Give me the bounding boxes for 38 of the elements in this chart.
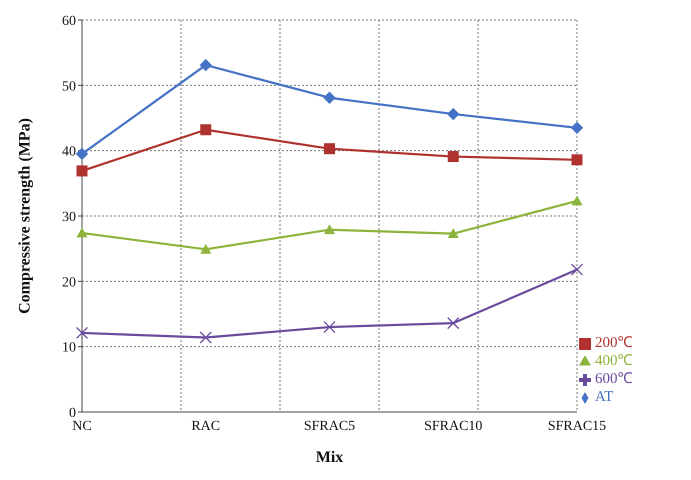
point (76, 326, 88, 340)
y-axis-title: Compressive strength (MPa) (16, 118, 34, 314)
legend-label: 200℃ (595, 335, 632, 351)
point (324, 92, 336, 104)
point (200, 244, 212, 254)
legend-label: 400℃ (595, 353, 632, 369)
y-tick-label: 30 (62, 210, 76, 225)
point (447, 316, 460, 330)
point (76, 227, 88, 238)
y-tick-label: 20 (62, 275, 76, 290)
point (324, 224, 335, 234)
point (572, 154, 582, 166)
point (448, 151, 459, 162)
y-tick-label: 50 (62, 79, 76, 94)
x-tick-label: NC (72, 418, 92, 434)
point (570, 263, 584, 276)
point (572, 195, 582, 206)
point (448, 228, 459, 238)
y-tick-label: 60 (62, 14, 76, 29)
x-tick-label: RAC (191, 418, 220, 434)
point (324, 143, 335, 154)
point (571, 122, 583, 134)
y-tick-label: 10 (62, 340, 76, 356)
point (76, 148, 88, 160)
legend-label: 600℃ (595, 371, 632, 387)
point (76, 165, 88, 176)
point (200, 59, 212, 72)
x-tick-label: SFRAC5 (304, 418, 356, 434)
legend-label: AT (595, 389, 614, 405)
x-tick-label: SFRAC15 (548, 418, 606, 434)
x-tick-label: SFRAC10 (424, 418, 482, 434)
point (200, 124, 212, 136)
point (447, 108, 460, 120)
y-tick-label: 40 (62, 144, 76, 160)
x-axis-title: Mix (316, 449, 344, 466)
point (200, 331, 212, 344)
y-tick-label: 0 (69, 406, 76, 421)
point (323, 320, 336, 334)
